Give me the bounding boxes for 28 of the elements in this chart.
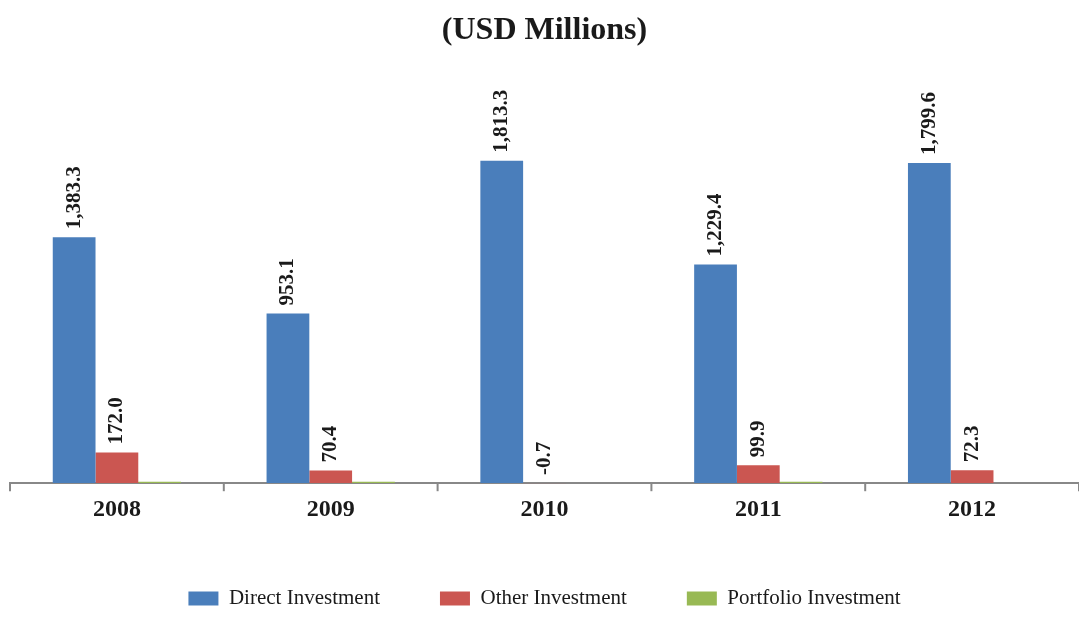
x-tick-label: 2010 [520, 494, 569, 521]
bar [95, 452, 139, 484]
bar [950, 470, 994, 484]
bar [309, 470, 353, 484]
x-tick-label: 2012 [948, 494, 997, 521]
bar [694, 264, 737, 484]
data-label: 953.1 [274, 258, 299, 306]
x-tick-label: 2011 [734, 494, 782, 521]
x-tick-label: 2008 [92, 494, 141, 521]
data-label: 1,229.4 [701, 192, 726, 257]
data-label: -0.7 [530, 441, 555, 476]
data-label: 1,799.6 [915, 92, 940, 156]
legend-label: Portfolio Investment [727, 585, 901, 610]
bar [907, 163, 951, 484]
bar [52, 237, 96, 484]
bar [736, 465, 780, 484]
data-label: 70.4 [317, 425, 342, 463]
legend-label: Direct Investment [228, 585, 381, 610]
data-label: 72.3 [958, 425, 983, 463]
data-label: 1,383.3 [60, 166, 85, 230]
chart-title: (USD Millions) [441, 10, 648, 47]
data-label: 1,813.3 [488, 89, 513, 153]
data-label: 172.0 [103, 397, 128, 445]
legend-label: Other Investment [480, 585, 627, 610]
bar [266, 313, 310, 484]
data-label: 99.9 [744, 420, 769, 458]
bar [480, 160, 524, 484]
x-tick-label: 2009 [306, 494, 355, 521]
